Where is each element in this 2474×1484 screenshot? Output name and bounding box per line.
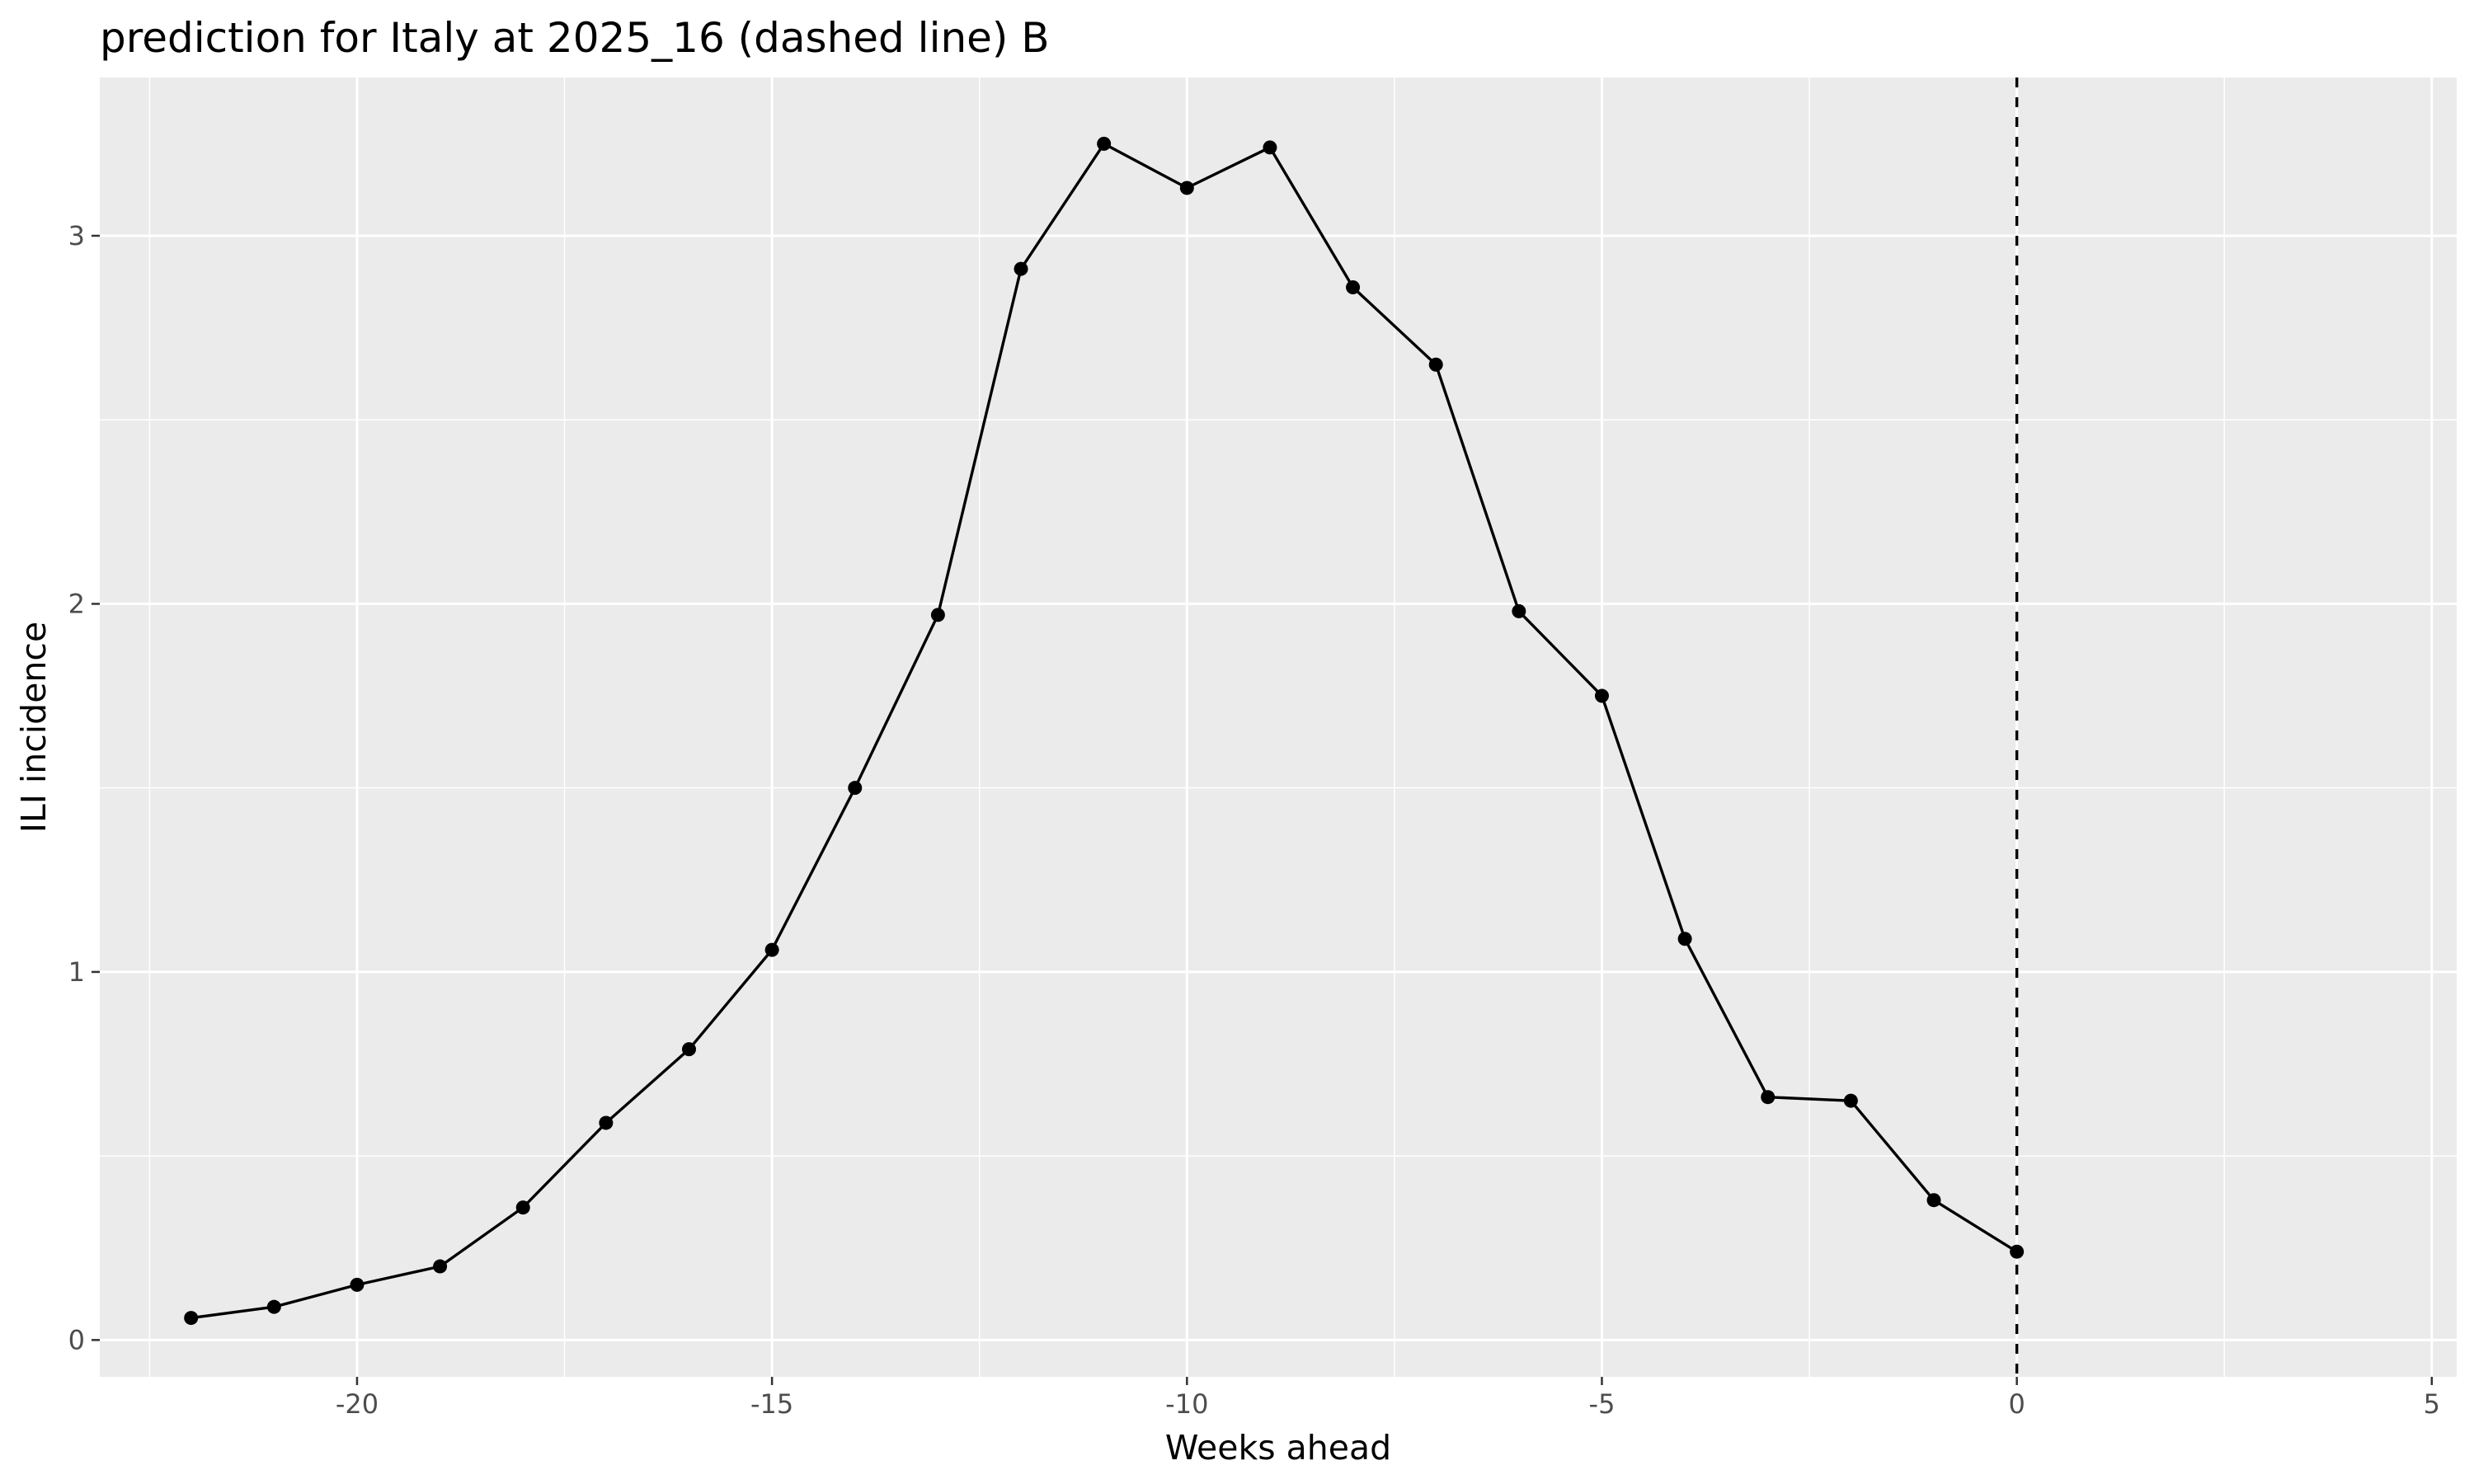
y-tick-label: 1 — [68, 956, 85, 988]
y-tick-label: 0 — [68, 1324, 85, 1355]
data-point — [682, 1042, 696, 1057]
data-point — [350, 1277, 365, 1292]
x-axis: -20 -15 -10 -5 0 5 — [336, 1377, 2440, 1420]
data-point — [599, 1115, 614, 1130]
y-tick-label: 2 — [68, 588, 85, 619]
y-tick-label: 3 — [68, 220, 85, 251]
data-point — [1014, 261, 1028, 276]
data-point — [764, 942, 779, 957]
data-point — [930, 608, 945, 622]
data-point — [433, 1259, 448, 1274]
data-point — [515, 1200, 530, 1215]
major-gridlines — [100, 77, 2457, 1377]
y-axis-title: ILI incidence — [14, 622, 54, 833]
data-point — [1926, 1193, 1941, 1208]
x-tick-label: -20 — [336, 1388, 379, 1420]
y-axis: 0 1 2 3 — [68, 220, 100, 1355]
data-point — [1677, 932, 1692, 946]
x-tick-label: -5 — [1589, 1388, 1616, 1420]
x-tick-label: -10 — [1165, 1388, 1208, 1420]
data-point — [1346, 279, 1361, 294]
plot-panel — [100, 77, 2457, 1377]
data-point — [266, 1299, 281, 1314]
series-layer — [184, 77, 2025, 1377]
data-point — [1761, 1090, 1776, 1105]
x-tick-label: 5 — [2424, 1388, 2440, 1420]
data-point — [1843, 1093, 1858, 1108]
data-point — [848, 781, 863, 796]
data-point — [1512, 603, 1526, 618]
x-tick-label: -15 — [750, 1388, 793, 1420]
minor-gridlines — [100, 77, 2457, 1377]
data-point — [1263, 140, 1277, 155]
data-point — [1428, 357, 1443, 372]
chart-title: prediction for Italy at 2025_16 (dashed … — [100, 14, 1050, 62]
data-point — [1097, 136, 1112, 151]
data-point — [1594, 688, 1609, 703]
x-axis-title: Weeks ahead — [1165, 1428, 1391, 1468]
data-point — [184, 1311, 199, 1326]
x-tick-label: 0 — [2008, 1388, 2025, 1420]
data-point — [1179, 181, 1194, 195]
